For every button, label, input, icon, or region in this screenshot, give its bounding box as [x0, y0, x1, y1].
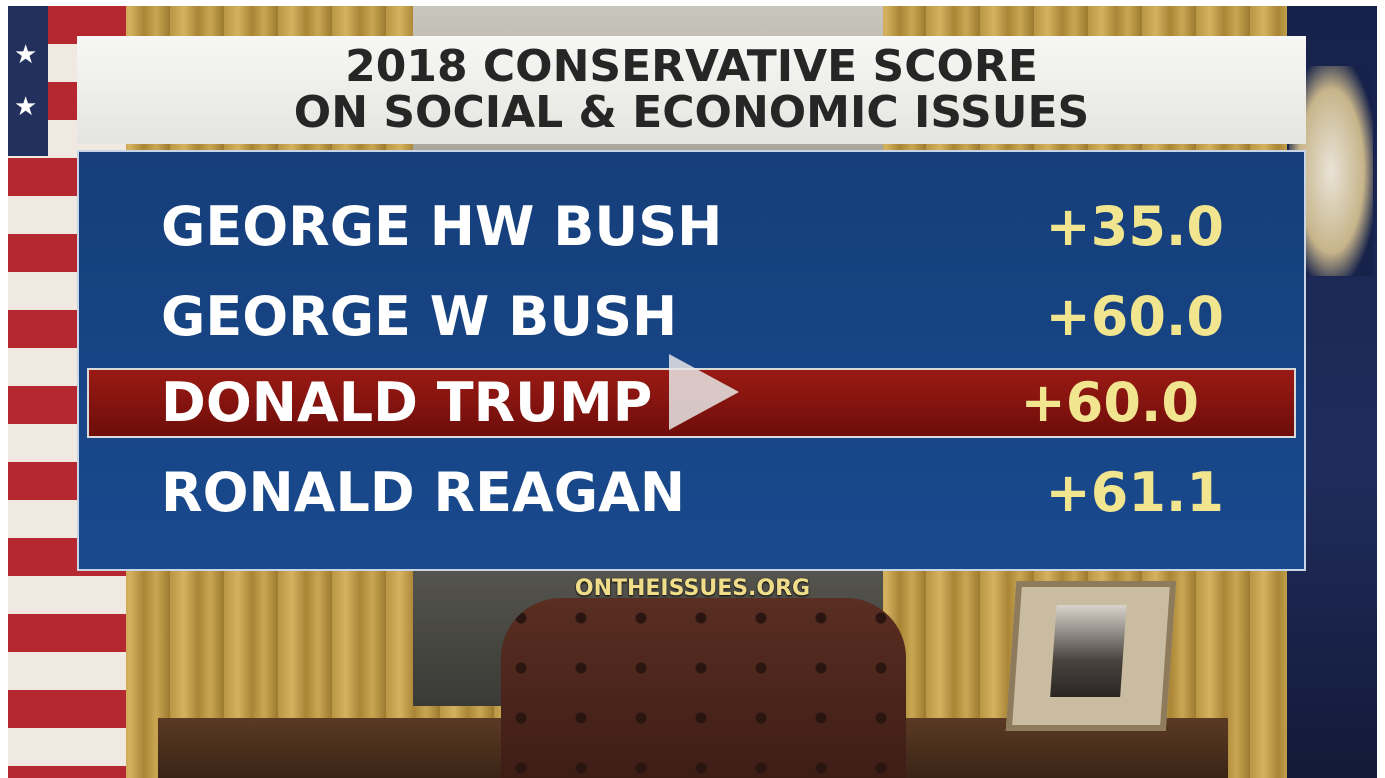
score-row: GEORGE W BUSH +60.0 [79, 272, 1304, 362]
flag-canton: ★ ★ [8, 6, 48, 156]
graphic-title-line-2: ON SOCIAL & ECONOMIC ISSUES [293, 87, 1090, 138]
star-icon: ★ [14, 40, 38, 70]
conservative-score: +61.1 [1045, 461, 1224, 524]
graphic-title-line-1: 2018 CONSERVATIVE SCORE [345, 41, 1038, 92]
star-icon: ★ [14, 92, 38, 122]
source-credit: ONTHEISSUES.ORG [574, 576, 811, 601]
score-row: GEORGE HW BUSH +35.0 [79, 182, 1304, 272]
conservative-score: +60.0 [1045, 285, 1224, 348]
background-chair [501, 598, 906, 778]
scores-table: GEORGE HW BUSH +35.0 GEORGE W BUSH +60.0… [77, 150, 1306, 571]
conservative-score: +60.0 [1020, 371, 1199, 434]
framed-photo [1005, 581, 1177, 731]
play-button[interactable] [667, 352, 741, 432]
president-name: RONALD REAGAN [161, 461, 686, 524]
conservative-score: +35.0 [1045, 195, 1224, 258]
graphic-title-box: 2018 CONSERVATIVE SCORE ON SOCIAL & ECON… [77, 36, 1306, 144]
play-icon [669, 354, 739, 430]
score-row: RONALD REAGAN +61.1 [79, 448, 1304, 538]
president-name: DONALD TRUMP [161, 371, 653, 434]
president-name: GEORGE HW BUSH [161, 195, 723, 258]
president-name: GEORGE W BUSH [161, 285, 678, 348]
